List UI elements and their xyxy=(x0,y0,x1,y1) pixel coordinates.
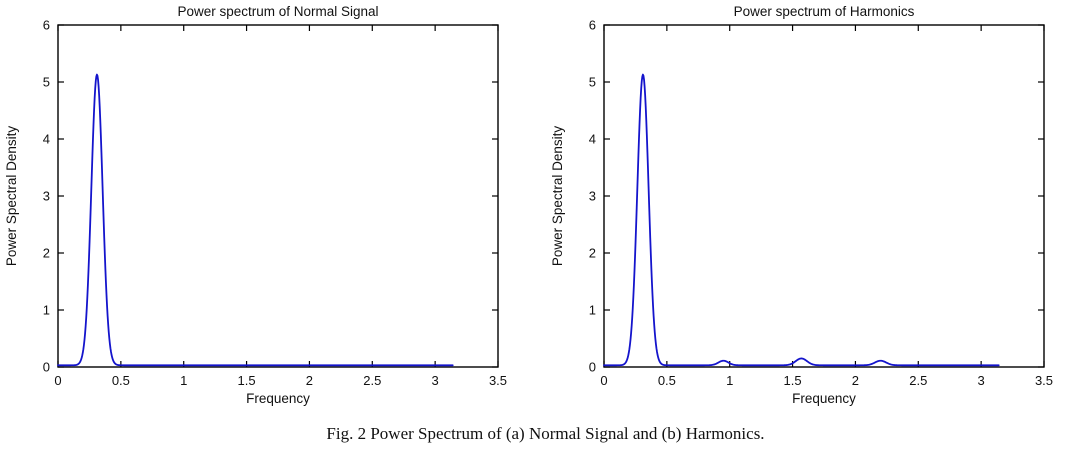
chart-normal-signal-panel: Power spectrum of Normal Signal 0 0.5 1 1.5 2… xyxy=(0,0,545,410)
y-axis-label: Power Spectral Density xyxy=(550,126,565,267)
y-tick-label: 5 xyxy=(43,75,50,90)
y-tick-label: 2 xyxy=(589,246,596,261)
x-tick-label: 1 xyxy=(726,373,733,388)
figure-caption: Fig. 2 Power Spectrum of (a) Normal Sign… xyxy=(326,424,765,443)
chart-title: Power spectrum of Normal Signal xyxy=(177,4,378,19)
x-tick-label: 0 xyxy=(600,373,607,388)
y-tick-label: 0 xyxy=(43,360,50,375)
x-tick-label: 0.5 xyxy=(658,373,676,388)
chart-title: Power spectrum of Harmonics xyxy=(734,4,915,19)
plot-box xyxy=(57,24,499,368)
y-tick-label: 1 xyxy=(589,303,596,318)
y-tick-label: 3 xyxy=(43,189,50,204)
x-tick-label: 1 xyxy=(180,373,187,388)
x-tick-label: 3 xyxy=(978,373,985,388)
x-tick-label: 1.5 xyxy=(238,373,256,388)
x-tick-label: 1.5 xyxy=(784,373,802,388)
y-tick-label: 3 xyxy=(589,189,596,204)
x-tick-label: 2.5 xyxy=(363,373,381,388)
x-tick-label: 3 xyxy=(432,373,439,388)
x-tick-label: 3.5 xyxy=(1035,373,1053,388)
y-tick-label: 5 xyxy=(589,75,596,90)
x-axis-label: Frequency xyxy=(246,391,310,406)
x-tick-label: 2.5 xyxy=(909,373,927,388)
chart-canvas: Power spectrum of Harmonics 0 0.5 1 1.5 2 2.5 3… xyxy=(550,4,1053,406)
y-tick-label: 0 xyxy=(589,360,596,375)
psd-curve xyxy=(603,73,1000,367)
plot-box xyxy=(603,24,1045,368)
y-tick-label: 2 xyxy=(43,246,50,261)
y-tick-label: 1 xyxy=(43,303,50,318)
y-tick-label: 6 xyxy=(589,18,596,33)
chart-canvas: Power spectrum of Normal Signal 0 0.5 1 1.5 2… xyxy=(4,4,507,406)
y-tick-label: 4 xyxy=(589,132,596,147)
x-tick-label: 2 xyxy=(306,373,313,388)
chart-harmonics-panel: Power spectrum of Harmonics 0 0.5 1 1.5 2 2.5 3… xyxy=(546,0,1091,410)
x-tick-label: 2 xyxy=(852,373,859,388)
x-axis-label: Frequency xyxy=(792,391,856,406)
x-tick-label: 0 xyxy=(54,373,61,388)
y-tick-label: 6 xyxy=(43,18,50,33)
psd-curve xyxy=(57,73,454,367)
y-tick-label: 4 xyxy=(43,132,50,147)
x-tick-label: 3.5 xyxy=(489,373,507,388)
y-axis-label: Power Spectral Density xyxy=(4,126,19,267)
x-tick-label: 0.5 xyxy=(112,373,130,388)
